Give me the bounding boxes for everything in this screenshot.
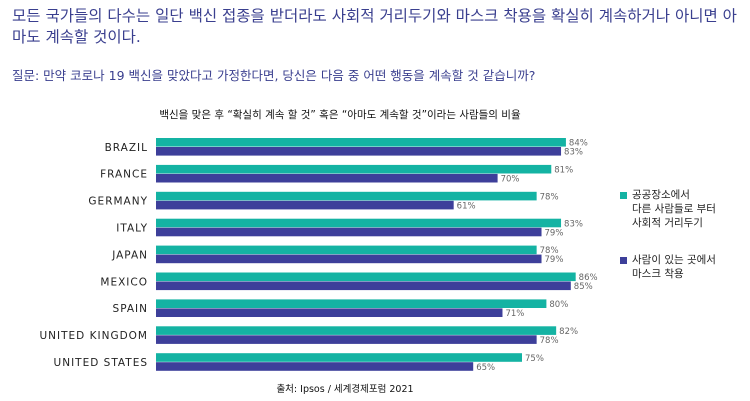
bar-spain-series-2 (156, 308, 503, 317)
value-label-france-series-1: 81% (554, 166, 573, 176)
value-label-italy-series-2: 79% (545, 228, 564, 238)
source-note: 출처: Ipsos / 세계경제포럼 2021 (276, 384, 414, 395)
category-label-germany: GERMANY (88, 196, 148, 208)
bar-japan-series-2 (156, 254, 542, 264)
bar-united-kingdom-series-1 (156, 326, 557, 335)
bar-italy-series-1 (156, 218, 562, 228)
value-label-united-kingdom-series-1: 82% (559, 327, 578, 337)
value-label-united-states-series-2: 65% (476, 363, 495, 373)
value-label-japan-series-2: 79% (545, 255, 564, 265)
category-label-italy: ITALY (116, 223, 148, 235)
category-label-japan: JAPAN (111, 249, 148, 261)
legend-swatch-teal (620, 192, 627, 199)
value-label-spain-series-2: 71% (505, 309, 524, 319)
bar-italy-series-2 (156, 227, 542, 237)
value-label-brazil-series-2: 83% (564, 148, 583, 158)
survey-question: 질문: 만약 코로나 19 백신을 맞았다고 가정한다면, 당신은 다음 중 어… (12, 68, 536, 83)
bar-france-series-1 (156, 164, 552, 174)
bar-mexico-series-1 (156, 272, 576, 282)
bar-spain-series-1 (156, 299, 547, 308)
bar-united-states-series-1 (156, 353, 522, 362)
value-label-mexico-series-1: 86% (579, 273, 598, 283)
category-label-brazil: BRAZIL (105, 142, 148, 154)
value-label-united-states-series-1: 75% (525, 354, 544, 364)
value-label-italy-series-1: 83% (564, 219, 583, 229)
category-label-united-states: UNITED STATES (54, 357, 148, 369)
category-label-united-kingdom: UNITED KINGDOM (40, 330, 149, 342)
bar-germany-series-1 (156, 191, 537, 201)
bar-united-states-series-2 (156, 362, 474, 371)
value-label-mexico-series-2: 85% (574, 282, 593, 292)
category-label-spain: SPAIN (113, 303, 148, 315)
legend-label-distancing: 공공장소에서 다른 사람들로 부터 사회적 거리두기 (632, 189, 716, 229)
category-label-france: FRANCE (100, 169, 148, 181)
headline: 모든 국가들의 다수는 일단 백신 접종을 받더라도 사회적 거리두기와 마스크… (12, 7, 737, 46)
value-label-france-series-2: 70% (501, 175, 520, 185)
chart-title: 백신을 맞은 후 “확실히 계속 할 것” 혹은 “아마도 계속할 것”이라는 … (159, 109, 521, 121)
bar-brazil-series-1 (156, 138, 566, 147)
bar-brazil-series-2 (156, 147, 562, 156)
bar-germany-series-2 (156, 200, 454, 210)
bar-united-kingdom-series-2 (156, 335, 537, 344)
category-label-mexico: MEXICO (100, 276, 148, 288)
legend-item-distancing: 공공장소에서 다른 사람들로 부터 사회적 거리두기 (620, 188, 745, 230)
bar-mexico-series-2 (156, 281, 571, 291)
value-label-germany-series-1: 78% (540, 192, 559, 202)
legend-item-mask: 사람이 있는 곳에서 마스크 착용 (620, 253, 745, 281)
value-label-spain-series-1: 80% (549, 300, 568, 310)
bar-chart: BRAZIL 84%83%FRANCE 81%70%GERMANY 78%61%ITA… (40, 138, 598, 373)
bar-japan-series-1 (156, 245, 537, 255)
legend-label-mask: 사람이 있는 곳에서 마스크 착용 (632, 254, 716, 280)
value-label-brazil-series-1: 84% (569, 139, 588, 149)
value-label-germany-series-2: 61% (457, 201, 476, 211)
bar-france-series-2 (156, 173, 498, 183)
legend-swatch-navy (620, 257, 627, 264)
value-label-japan-series-1: 78% (540, 246, 559, 256)
value-label-united-kingdom-series-2: 78% (540, 336, 559, 346)
legend: 공공장소에서 다른 사람들로 부터 사회적 거리두기 사람이 있는 곳에서 마스크 착… (620, 188, 745, 304)
